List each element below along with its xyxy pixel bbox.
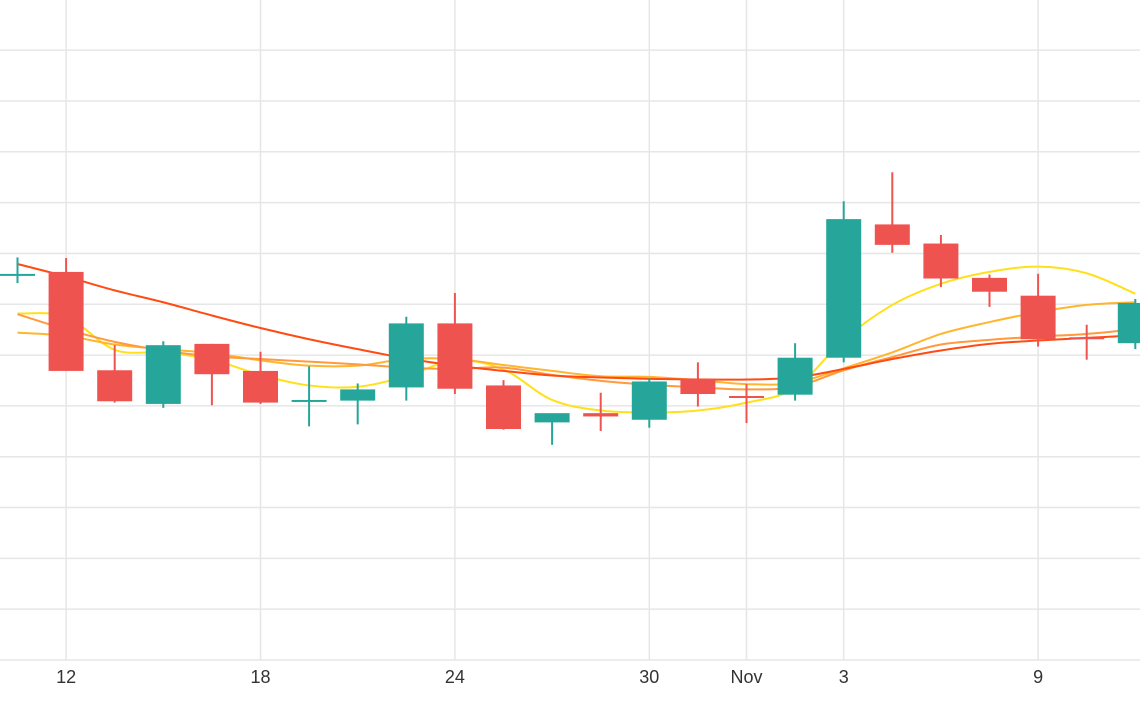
candle-body [194,343,230,375]
candle-up [631,378,667,428]
candle-body [486,385,521,429]
candle-down [243,351,278,404]
candle-down [972,274,1007,307]
x-tick-label: 24 [445,667,465,687]
x-tick-label: 18 [250,667,270,687]
candle-down [874,172,910,253]
candle-body [388,323,424,388]
candles [0,172,1140,445]
candle-up [826,201,862,363]
candle-body [972,277,1007,292]
moving-average-line [17,265,1136,414]
candle-body [243,370,278,403]
candle-up [777,343,813,401]
candle-body [291,399,327,402]
moving-average-line [17,263,1136,381]
candle-body [777,357,813,395]
x-tick-label: 9 [1033,667,1043,687]
candle-down [194,343,230,406]
candle-down [729,384,764,424]
candle-up [0,257,35,284]
candle-body [1117,302,1140,344]
candle-body [340,389,376,401]
candle-up [388,316,424,401]
x-axis: 12 18 24 30 Nov 3 9 [56,667,1043,687]
candle-body [97,370,133,402]
candle-down [1020,273,1056,347]
candle-down [486,380,521,430]
candle-body [1020,295,1056,340]
candle-body [534,413,570,423]
candle-down [97,345,133,403]
candle-body [826,219,862,358]
candle-body [923,243,959,279]
candle-body [680,378,716,395]
candle-body [874,224,910,245]
candle-up [340,383,376,425]
candle-body [0,273,35,276]
x-tick-label: Nov [730,667,762,687]
x-tick-label: 12 [56,667,76,687]
candle-up [291,366,327,427]
candle-body [437,323,473,389]
candle-down [437,293,473,395]
x-tick-label: 3 [839,667,849,687]
x-tick-label: 30 [639,667,659,687]
moving-average-line [17,301,1136,386]
moving-average-lines [17,263,1136,414]
candle-down [923,234,959,288]
candle-body [583,413,619,417]
candle-down [1069,324,1105,360]
candle-up [145,341,181,408]
candle-body [1069,337,1105,340]
candle-down [680,362,716,407]
candle-down [583,392,619,431]
grid [0,0,1140,661]
candle-body [631,381,667,420]
candle-body [48,271,84,371]
candle-body [729,396,764,398]
candle-down [48,258,84,371]
candle-up [534,413,570,445]
candle-up [1117,298,1140,350]
candle-body [145,345,181,404]
